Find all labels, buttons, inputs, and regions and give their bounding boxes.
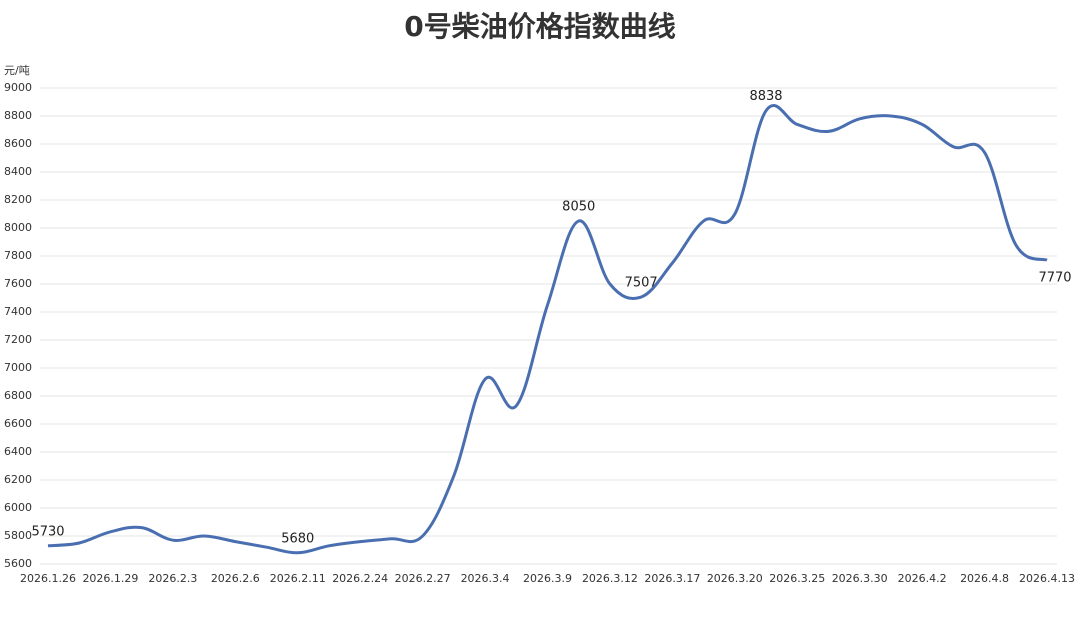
data-label: 5680 <box>281 531 314 546</box>
y-tick-label: 7200 <box>4 333 32 346</box>
y-tick-label: 9000 <box>4 81 32 94</box>
y-tick-label: 6000 <box>4 501 32 514</box>
y-tick-label: 8000 <box>4 221 32 234</box>
x-tick-label: 2026.2.27 <box>395 572 451 585</box>
x-tick-label: 2026.3.20 <box>707 572 763 585</box>
x-tick-label: 2026.3.4 <box>461 572 510 585</box>
x-tick-label: 2026.3.30 <box>832 572 888 585</box>
y-tick-label: 6400 <box>4 445 32 458</box>
data-label: 8838 <box>749 89 782 104</box>
y-tick-label: 7600 <box>4 277 32 290</box>
y-tick-label: 7800 <box>4 249 32 262</box>
x-tick-label: 2026.3.12 <box>582 572 638 585</box>
y-tick-label: 8200 <box>4 193 32 206</box>
y-unit: 元/吨 <box>4 64 30 77</box>
x-tick-label: 2026.3.25 <box>769 572 825 585</box>
x-tick-label: 2026.2.3 <box>148 572 197 585</box>
chart-title: 0号柴油价格指数曲线 <box>404 10 675 43</box>
y-tick-label: 6600 <box>4 417 32 430</box>
x-tick-label: 2026.4.2 <box>898 572 947 585</box>
series-line <box>47 104 1048 555</box>
y-tick-label: 5800 <box>4 529 32 542</box>
y-tick-label: 8600 <box>4 137 32 150</box>
y-tick-label: 6800 <box>4 389 32 402</box>
y-tick-label: 7400 <box>4 305 32 318</box>
data-label: 8050 <box>562 200 595 215</box>
x-tick-label: 2026.3.17 <box>644 572 700 585</box>
y-tick-label: 5600 <box>4 557 32 570</box>
x-tick-label: 2026.4.13 <box>1019 572 1075 585</box>
y-tick-label: 7000 <box>4 361 32 374</box>
x-tick-label: 2026.4.8 <box>960 572 1009 585</box>
x-tick-label: 2026.2.11 <box>270 572 326 585</box>
y-tick-label: 8800 <box>4 109 32 122</box>
y-tick-label: 6200 <box>4 473 32 486</box>
data-label: 7770 <box>1038 271 1071 286</box>
y-tick-label: 8400 <box>4 165 32 178</box>
x-tick-label: 2026.2.24 <box>332 572 388 585</box>
data-label: 5730 <box>31 524 64 539</box>
data-label: 7507 <box>625 276 658 291</box>
x-tick-label: 2026.1.29 <box>82 572 138 585</box>
x-tick-label: 2026.3.9 <box>523 572 572 585</box>
x-tick-label: 2026.1.26 <box>20 572 76 585</box>
x-tick-label: 2026.2.6 <box>211 572 260 585</box>
